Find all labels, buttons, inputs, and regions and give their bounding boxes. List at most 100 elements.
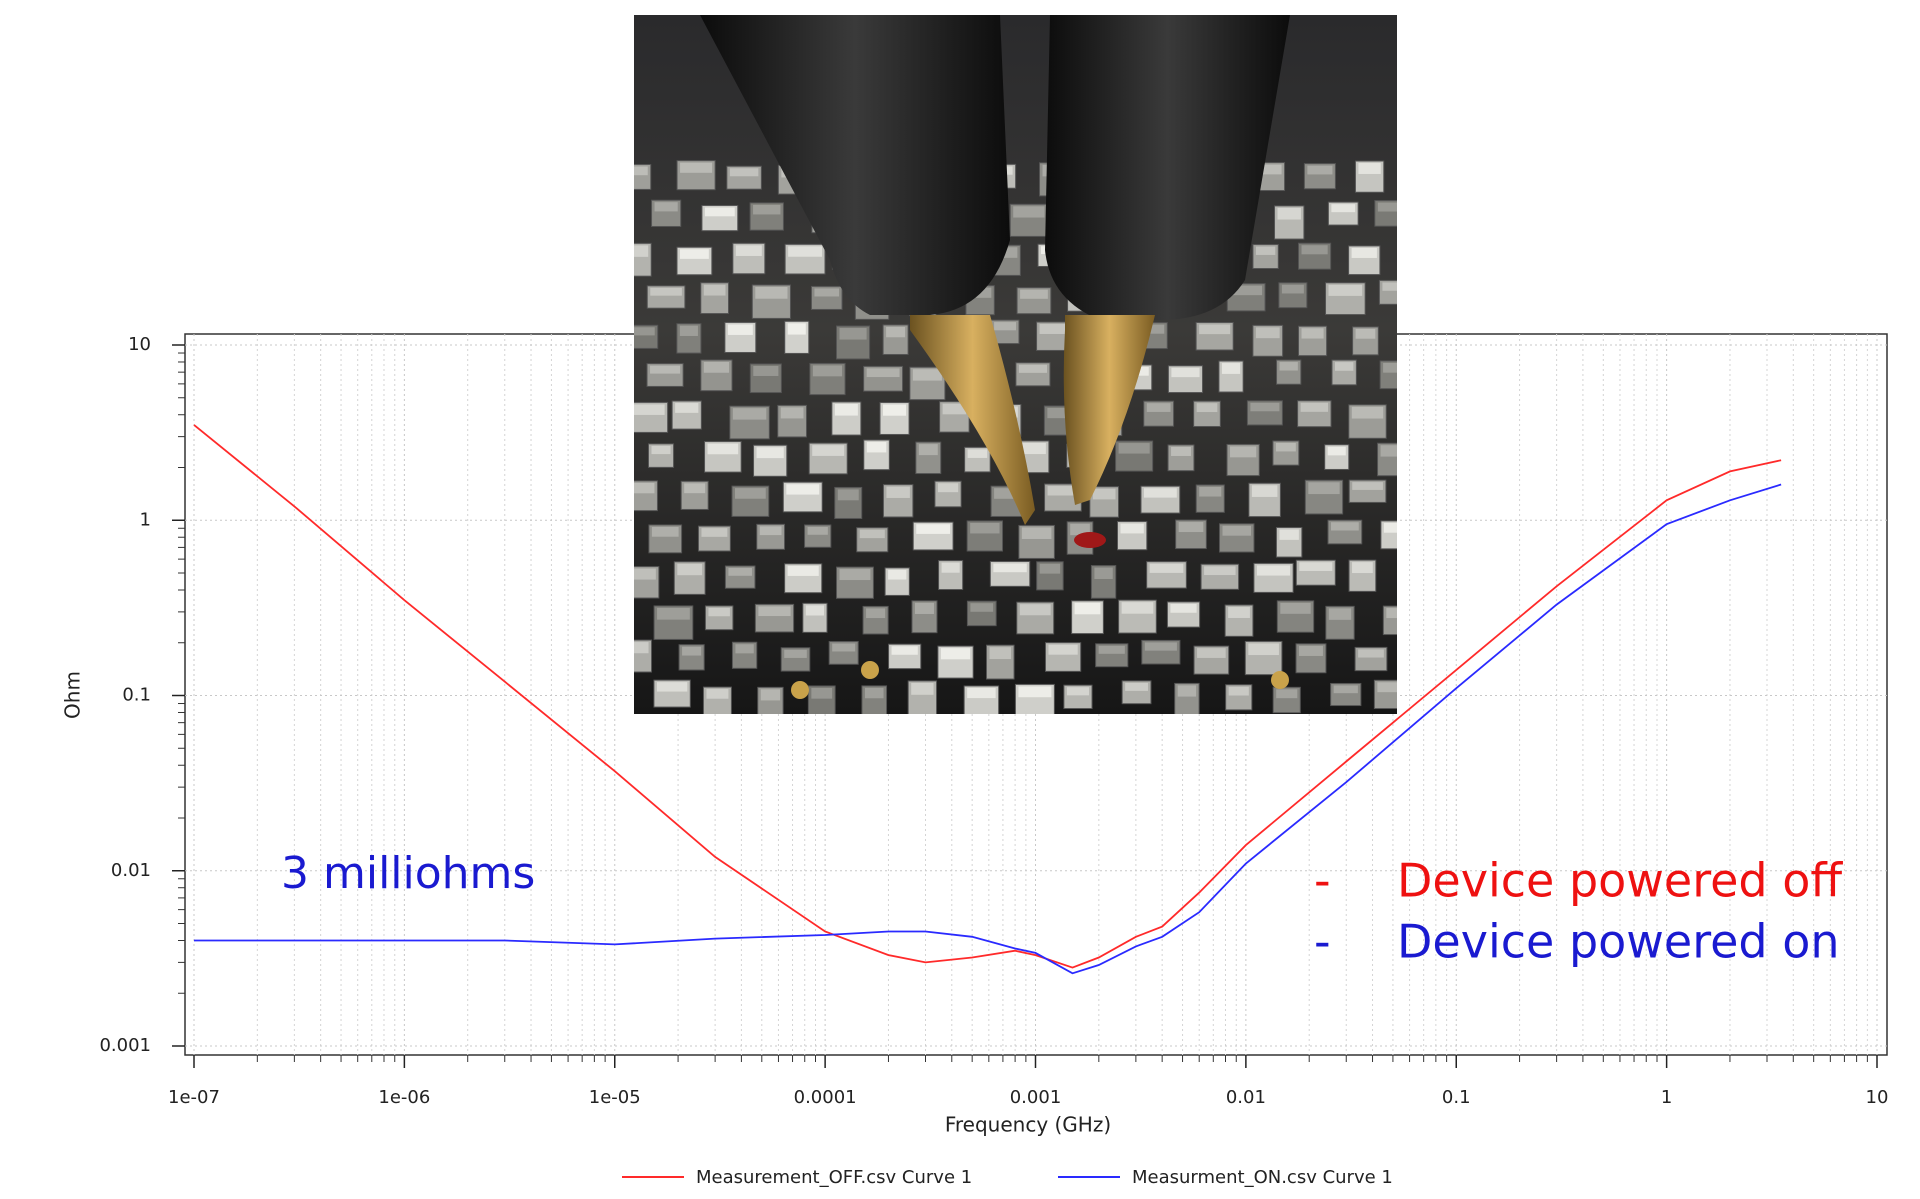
component-top — [760, 689, 781, 701]
x-tick-label: 1e-06 — [378, 1087, 430, 1108]
component-top — [1301, 328, 1324, 339]
legend-label: Measurement_OFF.csv Curve 1 — [696, 1167, 972, 1188]
component-top — [634, 166, 648, 176]
component-top — [657, 607, 690, 620]
component-top — [918, 444, 938, 456]
probe-tip — [910, 315, 1035, 525]
component — [1401, 243, 1429, 270]
component-top — [912, 369, 942, 381]
component-top — [1377, 682, 1397, 693]
component-top — [1328, 608, 1352, 620]
series-line — [194, 483, 1782, 975]
component-top — [888, 569, 907, 580]
component-top — [1380, 445, 1397, 457]
component-top — [1352, 482, 1383, 490]
component-top — [1228, 607, 1250, 618]
component-top — [780, 407, 804, 419]
component-top — [684, 483, 706, 494]
component-top — [1066, 687, 1090, 696]
component-top — [735, 644, 754, 654]
annotations: 3 milliohms - Device powered off - Device po… — [281, 848, 1843, 969]
component-top — [916, 524, 951, 534]
component-top — [1358, 163, 1381, 174]
component-top — [1074, 602, 1101, 615]
component-top — [707, 443, 739, 455]
component-top — [866, 442, 887, 453]
component-top — [1120, 523, 1144, 534]
component-top — [654, 202, 678, 212]
component-top — [1196, 403, 1218, 413]
component-top — [656, 682, 688, 692]
component-top — [679, 325, 698, 336]
component-top — [1048, 644, 1078, 655]
component-top — [1331, 522, 1359, 531]
x-axis-label: Frequency (GHz) — [945, 1113, 1111, 1137]
component-top — [839, 569, 871, 581]
component-top — [989, 647, 1012, 660]
component-top — [708, 607, 730, 617]
component-top — [1020, 289, 1048, 299]
component-top — [1125, 682, 1148, 691]
component-top — [1018, 364, 1047, 373]
component-top — [886, 486, 910, 498]
component — [1429, 282, 1461, 311]
component-top — [651, 445, 671, 455]
component-top — [940, 648, 971, 660]
component-top — [787, 323, 806, 335]
component-top — [784, 649, 807, 658]
component-top — [1255, 327, 1280, 339]
component-top — [1383, 522, 1397, 533]
y-tick-label: 0.1 — [122, 685, 151, 706]
component-top — [812, 445, 845, 456]
component-top — [682, 646, 702, 656]
component-top — [1308, 482, 1340, 495]
component-top — [634, 327, 655, 336]
component-top — [756, 447, 784, 459]
component-top — [1300, 402, 1329, 412]
component-top — [1331, 204, 1356, 213]
component-top — [1413, 169, 1445, 180]
x-tick-label: 1 — [1661, 1087, 1672, 1108]
component-top — [1333, 685, 1358, 694]
component-top — [703, 362, 730, 373]
component-top — [1404, 245, 1426, 254]
component-top — [911, 682, 934, 695]
component-top — [1275, 442, 1296, 452]
component-top — [1256, 565, 1291, 576]
component-top — [970, 603, 994, 612]
component-top — [942, 403, 967, 415]
component-top — [1199, 324, 1231, 335]
component-top — [1144, 642, 1177, 651]
component — [1432, 204, 1462, 232]
component-top — [1177, 685, 1197, 697]
component-top — [941, 562, 960, 573]
component-top — [735, 488, 766, 499]
y-tick-label: 0.001 — [99, 1035, 151, 1056]
component-top — [755, 287, 788, 299]
component-top — [634, 568, 656, 580]
annotation: Device powered off — [1397, 854, 1843, 908]
component-top — [1435, 206, 1459, 216]
component-top — [837, 489, 859, 501]
component-top — [811, 687, 833, 699]
component-top — [1280, 602, 1311, 614]
component-top — [706, 689, 729, 699]
x-tick-label: 0.0001 — [794, 1087, 857, 1108]
component-top — [967, 687, 996, 699]
curves — [193, 424, 1782, 975]
component-top — [1070, 523, 1090, 536]
component-top — [914, 602, 934, 614]
component-top — [1277, 207, 1301, 220]
annotation: - — [1314, 854, 1331, 908]
component-top — [839, 328, 867, 340]
x-tick-label: 0.01 — [1226, 1087, 1266, 1108]
component-top — [1327, 446, 1346, 456]
component-top — [1092, 488, 1116, 500]
annotation: 3 milliohms — [281, 848, 535, 899]
probe-cable — [700, 15, 1010, 315]
component-top — [753, 365, 779, 376]
component-top — [634, 642, 649, 654]
component-top — [1279, 529, 1299, 540]
component-top — [866, 608, 886, 619]
